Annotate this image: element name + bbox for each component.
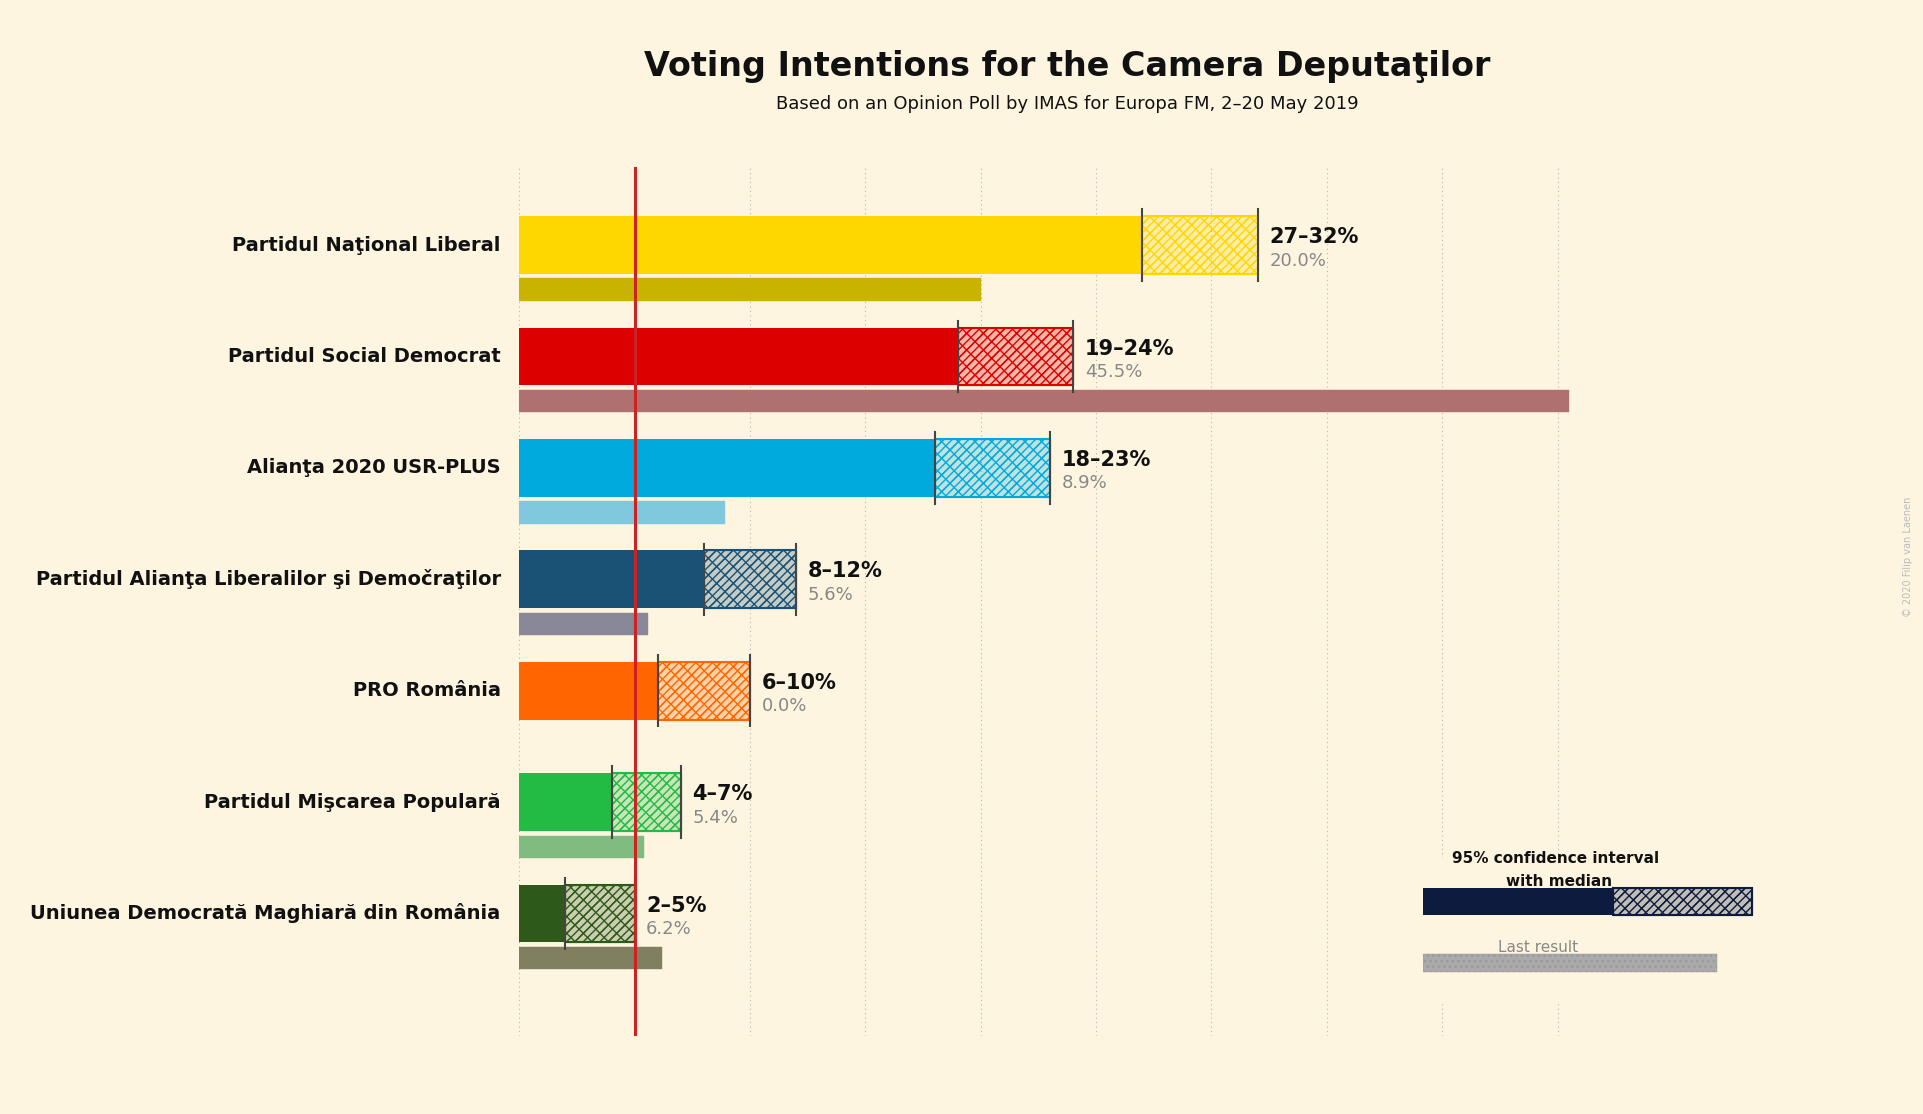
Text: Last result: Last result <box>1498 940 1579 956</box>
Bar <box>519 278 981 301</box>
Bar <box>519 501 725 524</box>
Text: Voting Intentions for the Camera Deputaţilor: Voting Intentions for the Camera Deputaţ… <box>644 50 1490 84</box>
Bar <box>519 773 612 831</box>
Bar <box>704 550 796 608</box>
Bar <box>1423 888 1613 915</box>
Bar <box>1613 888 1752 915</box>
Text: 5.6%: 5.6% <box>808 586 854 604</box>
Bar <box>565 885 635 942</box>
Bar <box>1142 216 1258 274</box>
Text: 6–10%: 6–10% <box>762 673 837 693</box>
Text: 2–5%: 2–5% <box>646 896 706 916</box>
Text: Partidul Social Democrat: Partidul Social Democrat <box>229 346 500 367</box>
Text: Alianţa 2020 USR-PLUS: Alianţa 2020 USR-PLUS <box>248 458 500 478</box>
Text: © 2020 Filip van Laenen: © 2020 Filip van Laenen <box>1904 497 1913 617</box>
Bar <box>935 439 1050 497</box>
Text: with median: with median <box>1506 873 1611 889</box>
Text: 45.5%: 45.5% <box>1085 363 1142 381</box>
Bar <box>958 328 1073 385</box>
Text: 27–32%: 27–32% <box>1269 227 1358 247</box>
Text: Partidul Naţional Liberal: Partidul Naţional Liberal <box>233 235 500 255</box>
Bar <box>519 439 935 497</box>
Text: 5.4%: 5.4% <box>692 809 738 827</box>
Bar <box>1613 888 1752 915</box>
Text: PRO România: PRO România <box>352 681 500 701</box>
Bar <box>935 439 1050 497</box>
Text: 6.2%: 6.2% <box>646 920 692 938</box>
Bar <box>935 439 1050 497</box>
Bar <box>519 390 1569 412</box>
Bar <box>565 885 635 942</box>
Text: Partidul Mişcarea Populară: Partidul Mişcarea Populară <box>204 792 500 812</box>
Bar <box>519 328 958 385</box>
Bar <box>565 885 635 942</box>
Bar <box>519 836 644 858</box>
Bar <box>1142 216 1258 274</box>
Bar <box>658 662 750 720</box>
Bar <box>1613 888 1752 915</box>
Bar <box>519 885 565 942</box>
Bar <box>519 613 648 635</box>
Bar <box>1423 954 1717 971</box>
Text: 95% confidence interval: 95% confidence interval <box>1452 851 1660 867</box>
Bar <box>519 613 648 635</box>
Bar <box>519 501 725 524</box>
Bar <box>519 947 662 969</box>
Bar <box>612 773 681 831</box>
Bar <box>519 216 1142 274</box>
Bar <box>519 278 981 301</box>
Text: 8.9%: 8.9% <box>1061 475 1108 492</box>
Bar <box>958 328 1073 385</box>
Bar <box>612 773 681 831</box>
Text: 19–24%: 19–24% <box>1085 339 1175 359</box>
Bar <box>519 836 644 858</box>
Bar <box>658 662 750 720</box>
Bar <box>704 550 796 608</box>
Bar <box>1142 216 1258 274</box>
Text: 8–12%: 8–12% <box>808 561 883 582</box>
Text: 4–7%: 4–7% <box>692 784 752 804</box>
Text: Partidul Alianţa Liberalilor şi Demočraţilor: Partidul Alianţa Liberalilor şi Demočraţ… <box>37 569 500 589</box>
Bar <box>958 328 1073 385</box>
Bar <box>519 947 662 969</box>
Bar <box>612 773 681 831</box>
Bar <box>704 550 796 608</box>
Text: 20.0%: 20.0% <box>1269 252 1327 270</box>
Text: Uniunea Democrată Maghiară din România: Uniunea Democrată Maghiară din România <box>31 903 500 924</box>
Bar <box>519 390 1569 412</box>
Bar <box>658 662 750 720</box>
Text: Based on an Opinion Poll by IMAS for Europa FM, 2–20 May 2019: Based on an Opinion Poll by IMAS for Eur… <box>777 95 1358 113</box>
Bar <box>519 550 704 608</box>
Text: 18–23%: 18–23% <box>1061 450 1150 470</box>
Bar <box>519 662 658 720</box>
Bar <box>1423 954 1717 971</box>
Text: 0.0%: 0.0% <box>762 697 808 715</box>
Bar <box>1613 888 1752 915</box>
